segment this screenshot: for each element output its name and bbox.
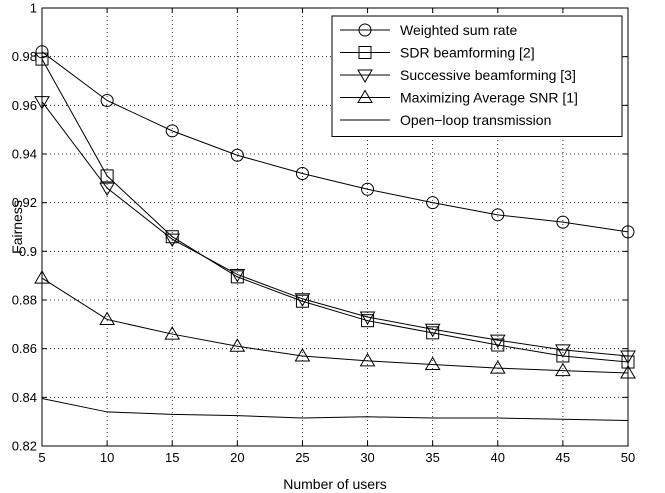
legend-entry: Open−loop transmission xyxy=(400,112,551,128)
series-2 xyxy=(34,96,636,364)
legend-entry: Successive beamforming [3] xyxy=(400,67,576,83)
y-axis-label: Fairness xyxy=(9,200,25,254)
data-point xyxy=(294,347,311,362)
data-point xyxy=(555,362,571,377)
data-point xyxy=(359,352,376,367)
series-4 xyxy=(41,398,629,421)
data-point xyxy=(361,182,375,196)
legend-marker xyxy=(358,23,372,37)
data-point xyxy=(424,356,441,370)
series-3 xyxy=(34,270,636,379)
data-point xyxy=(555,344,571,358)
data-point xyxy=(489,360,506,374)
series-0 xyxy=(35,45,635,239)
data-point xyxy=(100,93,114,107)
data-point xyxy=(491,208,505,222)
data-point xyxy=(165,124,179,138)
series-1 xyxy=(35,52,635,369)
y-tick-label: 1 xyxy=(30,1,37,16)
data-point xyxy=(295,294,309,308)
x-tick-label: 30 xyxy=(360,450,374,465)
data-point xyxy=(556,215,570,229)
data-point xyxy=(100,169,114,183)
y-tick-label: 0.92 xyxy=(12,195,37,210)
x-tick-label: 25 xyxy=(295,450,309,465)
legend-marker xyxy=(358,46,372,59)
data-point xyxy=(426,326,440,340)
data-point xyxy=(359,311,376,326)
x-tick-label: 15 xyxy=(165,450,179,465)
y-tick-label: 0.84 xyxy=(12,390,37,405)
y-tick-label: 0.98 xyxy=(12,49,37,64)
data-point xyxy=(229,338,246,352)
data-point xyxy=(230,148,244,162)
legend-entry: Maximizing Average SNR [1] xyxy=(400,90,578,106)
data-point xyxy=(426,196,440,210)
y-tick-label: 0.88 xyxy=(12,293,37,308)
x-tick-label: 5 xyxy=(38,450,45,465)
legend-marker xyxy=(357,89,373,103)
data-point xyxy=(164,326,181,340)
plot-frame xyxy=(41,7,629,447)
legend-box xyxy=(331,15,623,137)
legend-entry: SDR beamforming [2] xyxy=(400,45,535,61)
series-line xyxy=(41,101,629,357)
legend-entry: Weighted sum rate xyxy=(400,22,517,38)
x-tick-label: 50 xyxy=(621,450,635,465)
data-point xyxy=(491,338,505,352)
legend-marker xyxy=(357,69,373,83)
y-tick-label: 0.82 xyxy=(12,439,37,454)
series-line xyxy=(41,51,629,233)
y-tick-label: 0.86 xyxy=(12,341,37,356)
y-tick-label: 0.9 xyxy=(19,244,37,259)
data-point xyxy=(424,323,441,338)
series-line xyxy=(41,398,629,421)
legend: Weighted sum rate SDR beamforming [2] Succ… xyxy=(331,15,623,137)
y-tick-label: 0.96 xyxy=(12,98,37,113)
data-point xyxy=(295,166,309,180)
data-point xyxy=(99,182,115,197)
x-tick-label: 40 xyxy=(491,450,505,465)
series-line xyxy=(41,58,629,363)
axis-ticks: 5 10 15 20 25 30 35 40 45 50 0.82 0.84 0.86 0.88 0.9 0.… xyxy=(12,1,636,466)
x-tick-label: 20 xyxy=(230,450,244,465)
x-axis-label: Number of users xyxy=(283,476,386,492)
x-tick-label: 35 xyxy=(425,450,439,465)
plot-series xyxy=(34,45,636,421)
data-point xyxy=(164,233,181,248)
data-point xyxy=(99,311,115,325)
data-point xyxy=(361,314,375,328)
data-point xyxy=(489,334,506,349)
x-tick-label: 45 xyxy=(556,450,570,465)
y-tick-label: 0.94 xyxy=(12,147,37,162)
data-point xyxy=(229,268,246,283)
series-line xyxy=(41,277,629,374)
x-tick-label: 10 xyxy=(100,450,114,465)
data-point xyxy=(294,293,311,307)
